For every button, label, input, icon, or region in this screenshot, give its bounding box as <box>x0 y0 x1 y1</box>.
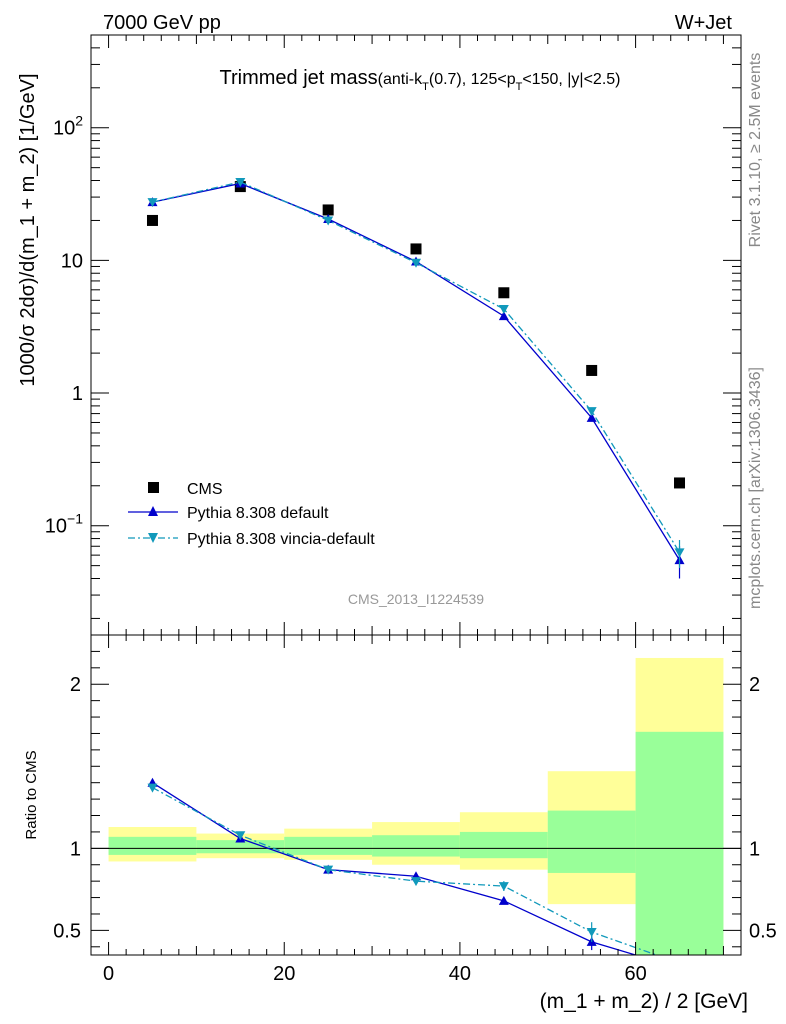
vincia-point <box>323 216 334 226</box>
ratio-xlabel: (m_1 + m_2) / 2 [GeV] <box>540 990 748 1013</box>
vincia-point <box>674 548 685 558</box>
ratio-y-tick-label-right: 0.5 <box>749 920 777 942</box>
legend-marker-cms <box>148 482 159 493</box>
ratio-vincia-point <box>235 831 246 841</box>
vincia-point <box>411 258 421 268</box>
plot-title-detail-mid: (0.7), 125<p <box>429 71 516 88</box>
main-axes: 10−1 1 10 102 <box>45 34 741 635</box>
ratio-series-layer <box>147 777 659 955</box>
legend-label-vincia: Pythia 8.308 vincia-default <box>187 531 375 548</box>
legend: CMS Pythia 8.308 default Pythia 8.308 vi… <box>128 481 375 548</box>
ratio-y-tick-label-right: 2 <box>749 674 760 696</box>
ratio-x-tick-label: 60 <box>624 963 646 985</box>
vincia-point <box>147 198 158 208</box>
ratio-y-tick-label: 0.5 <box>53 920 81 942</box>
vincia-line <box>152 181 681 553</box>
ratio-uncertainty-bands <box>108 657 724 955</box>
cms-data-point <box>146 214 158 226</box>
legend-marker-vincia <box>148 533 158 543</box>
main-series-layer <box>146 177 686 579</box>
default-point <box>498 311 509 321</box>
analysis-watermark: CMS_2013_I1224539 <box>348 591 484 607</box>
ratio-x-tick-label: 20 <box>273 963 295 985</box>
ratio-band-inner <box>108 836 197 855</box>
cms-data-point <box>410 243 422 255</box>
main-y-tick-label: 102 <box>53 113 83 140</box>
default-point <box>586 412 597 422</box>
ratio-ylabel: Ratio to CMS <box>23 750 40 839</box>
ratio-x-tick-label: 40 <box>449 963 471 985</box>
rivet-label: Rivet 3.1.10, ≥ 2.5M events <box>747 53 764 248</box>
mcplots-label: mcplots.cern.ch [arXiv:1306.3436] <box>747 367 764 609</box>
vincia-point <box>498 305 509 315</box>
ratio-vincia-point <box>498 882 509 892</box>
legend-label-cms: CMS <box>187 481 223 498</box>
ratio-frame <box>90 634 742 956</box>
vincia-point <box>235 177 246 187</box>
ratio-y-tick-label-right: 1 <box>749 838 760 860</box>
ratio-axes: 0.5 0.51 12 20 20 40 60 <box>53 635 777 985</box>
ratio-band-inner <box>372 835 460 857</box>
cms-data-point <box>674 477 686 489</box>
ratio-band-inner <box>547 810 636 873</box>
ratio-vincia-point <box>586 928 597 938</box>
ratio-band-inner <box>635 731 724 955</box>
default-line <box>152 182 681 561</box>
ratio-vincia-point <box>147 783 158 793</box>
ratio-vincia-point <box>411 877 421 887</box>
ratio-vincia-point <box>323 865 334 875</box>
legend-marker-default <box>148 506 158 516</box>
main-y-tick-label: 10 <box>61 250 83 272</box>
ratio-y-tick-label: 1 <box>70 838 81 860</box>
header-left: 7000 GeV pp <box>103 12 221 34</box>
plot-title-detail-prefix: (anti-k <box>378 71 423 88</box>
main-y-tick-label: 10−1 <box>45 511 83 538</box>
header-right: W+Jet <box>675 12 733 34</box>
legend-label-default: Pythia 8.308 default <box>187 505 329 522</box>
plot-title-sub1: T <box>422 81 429 93</box>
ratio-x-tick-label: 0 <box>103 963 114 985</box>
ratio-y-tick-label: 2 <box>70 674 81 696</box>
ratio-band-inner <box>284 836 373 855</box>
plot-title: Trimmed jet mass(anti-kT(0.7), 125<pT<15… <box>220 67 621 93</box>
plot-title-main: Trimmed jet mass <box>220 67 378 89</box>
cms-data-point <box>322 204 334 216</box>
main-y-tick-label: 1 <box>72 383 83 405</box>
plot-title-sub2: T <box>516 81 523 93</box>
ratio-default-point <box>498 895 509 905</box>
cms-data-point <box>586 364 598 376</box>
plot-title-detail-suffix: <150, |y|<2.5) <box>522 71 620 88</box>
vincia-point <box>586 407 597 417</box>
cms-data-point <box>498 287 510 299</box>
main-ylabel: 1000/σ 2dσ)/d(m_1 + m_2) [1/GeV] <box>17 73 39 386</box>
ratio-band-inner <box>459 831 548 859</box>
